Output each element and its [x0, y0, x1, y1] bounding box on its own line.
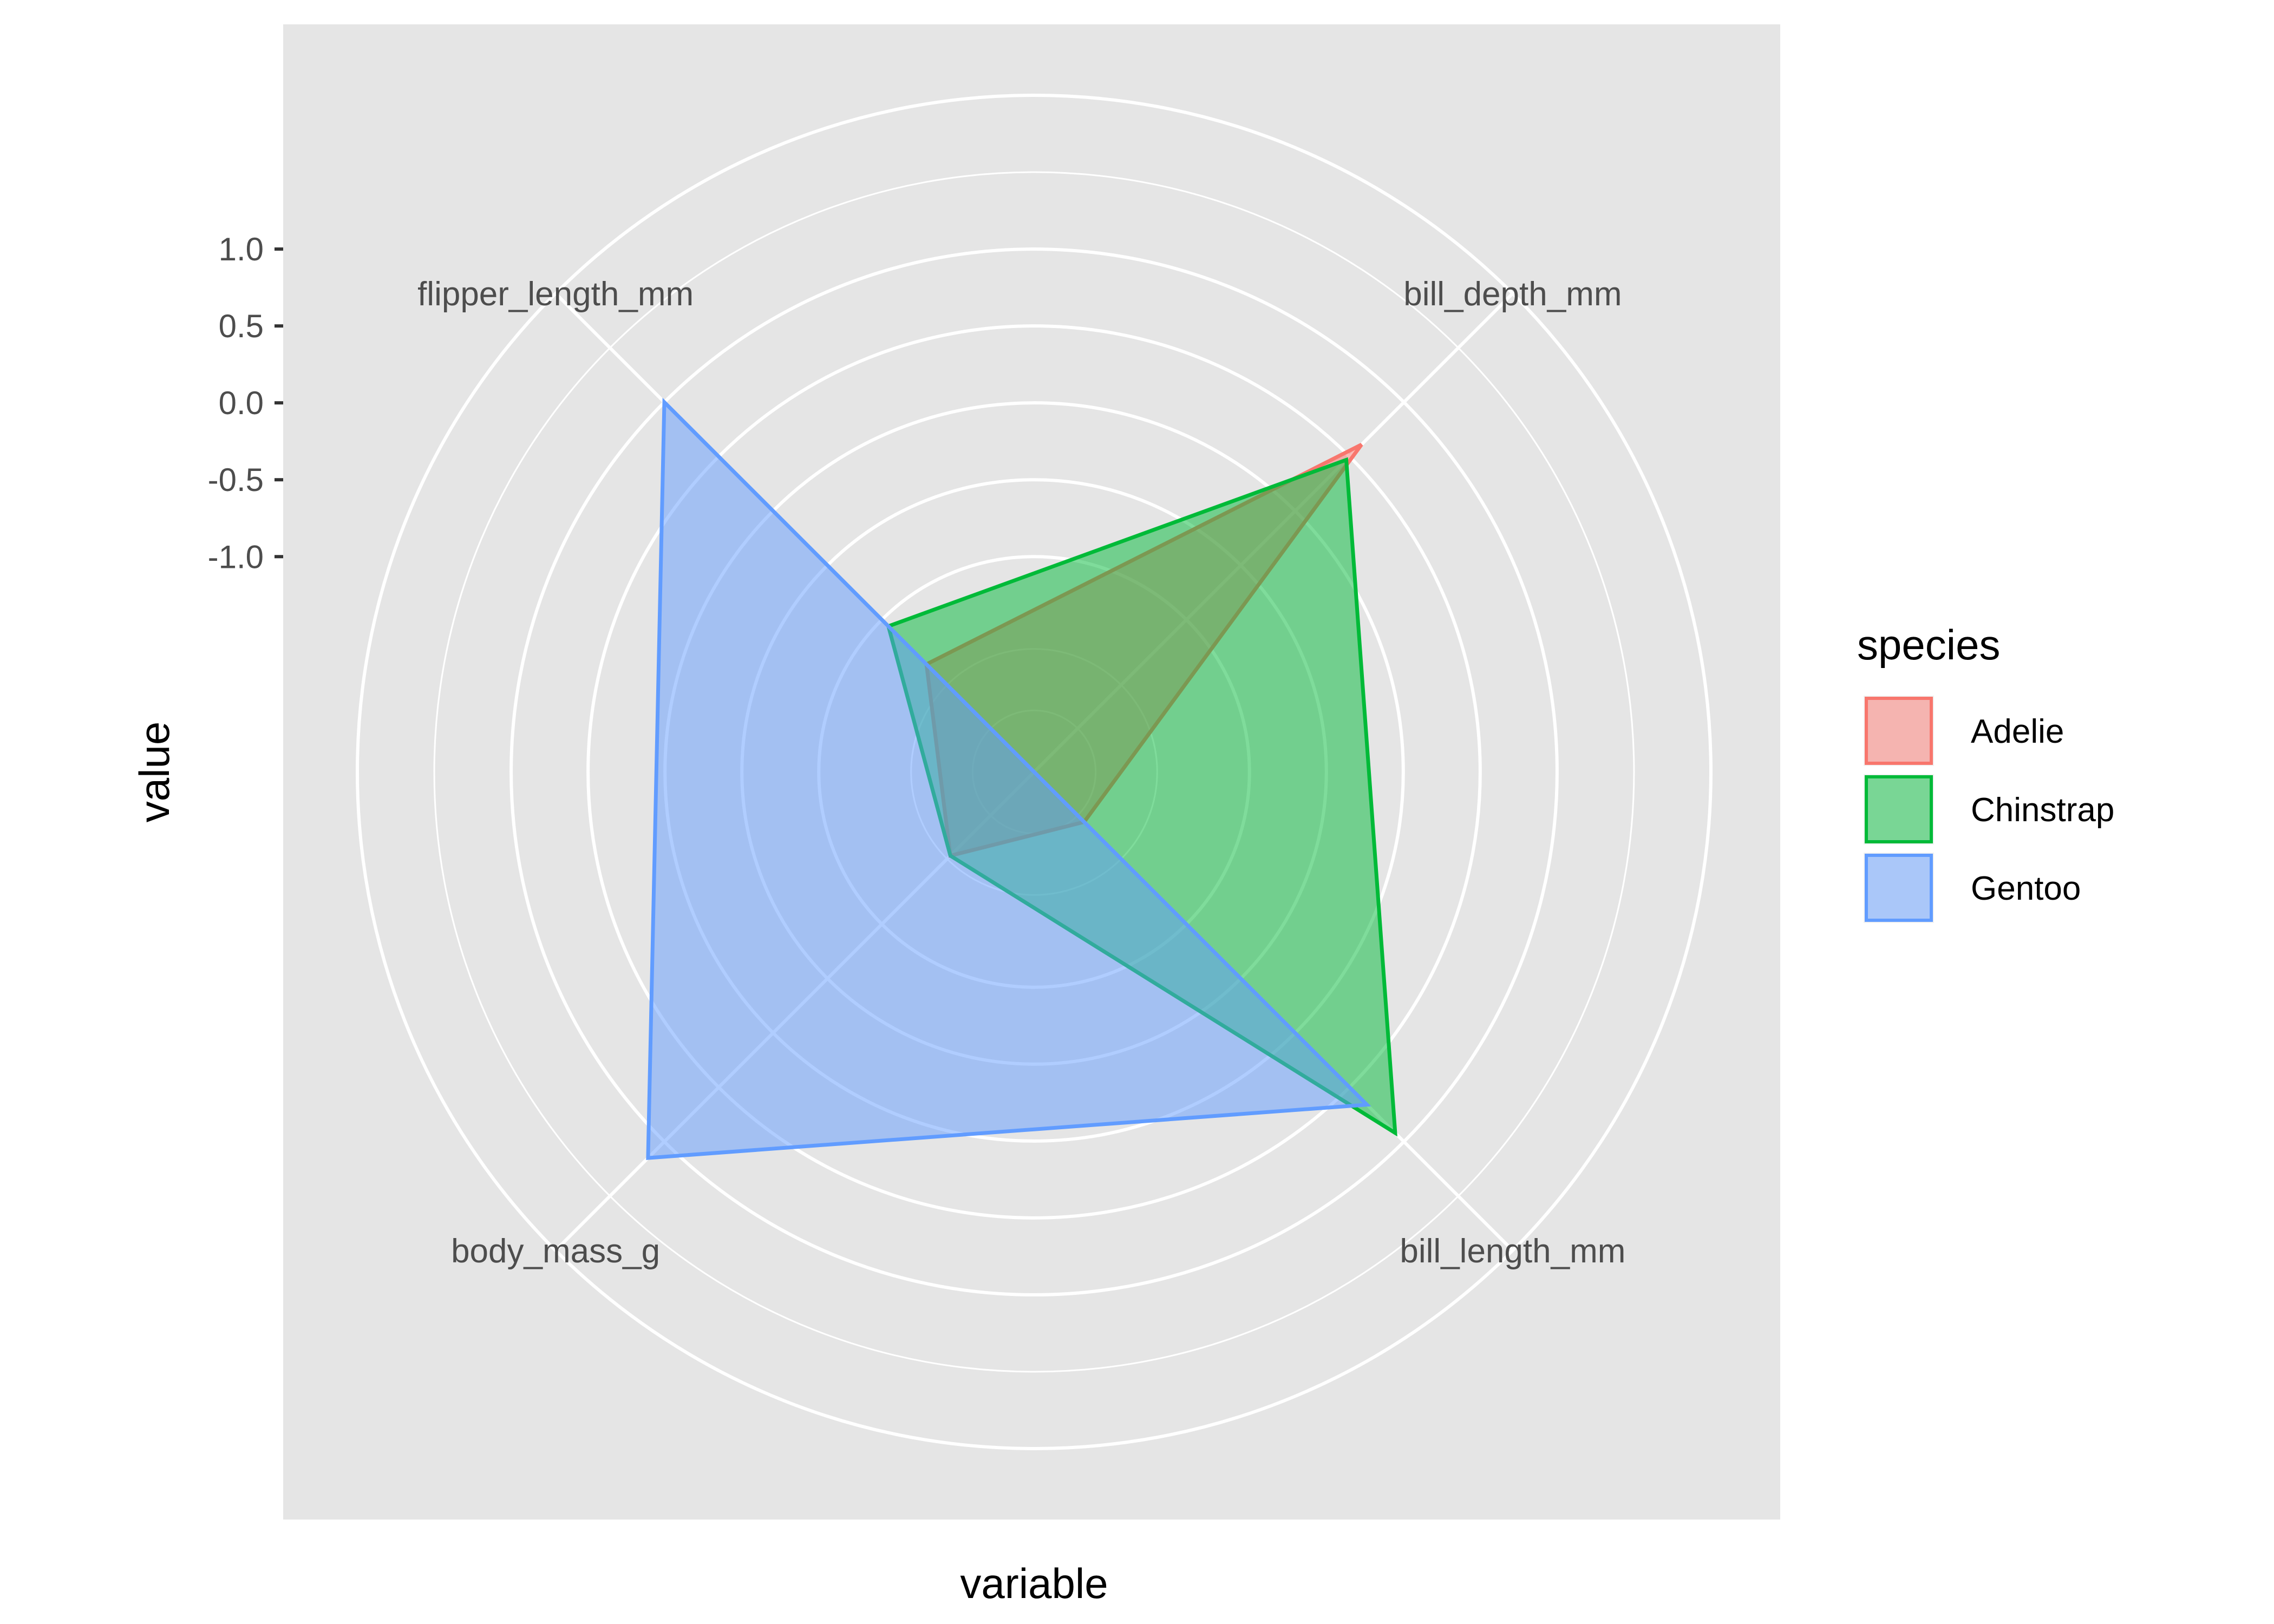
- grid-ring-outer: [356, 94, 1713, 1450]
- category-label-flipper_length_mm: flipper_length_mm: [417, 276, 694, 313]
- grid-ring: [586, 324, 1482, 1220]
- y-tick-label: 0.5: [219, 308, 264, 344]
- category-label-bill_length_mm: bill_length_mm: [1400, 1233, 1625, 1270]
- legend-key-chinstrap: [1865, 775, 1933, 843]
- legend-label-chinstrap: Chinstrap: [1971, 791, 2114, 829]
- legend-label-adelie: Adelie: [1971, 713, 2064, 750]
- y-axis-title: value: [130, 722, 178, 822]
- legend-title: species: [1857, 621, 2000, 669]
- y-axis: -1.0 -0.5 0.0 0.5 1.0: [208, 231, 283, 575]
- series-gentoo: [646, 397, 1371, 1160]
- series-layer: [646, 397, 1397, 1160]
- y-tick-label: 0.0: [219, 385, 264, 421]
- category-label-bill_depth_mm: bill_depth_mm: [1403, 276, 1622, 313]
- legend-key-gentoo: [1865, 854, 1933, 922]
- grid-ring: [509, 247, 1559, 1296]
- category-label-body_mass_g: body_mass_g: [451, 1233, 660, 1270]
- y-tick-label: 1.0: [219, 231, 264, 267]
- legend-label-gentoo: Gentoo: [1971, 870, 2081, 907]
- legend-key-adelie: [1865, 697, 1933, 765]
- category-labels: bill_depth_mm bill_length_mm body_mass_g fl…: [417, 276, 1625, 1270]
- y-tick-label: -1.0: [208, 539, 264, 575]
- legend: species Adelie Chinstrap Gentoo: [1857, 621, 2114, 923]
- x-axis-title: variable: [960, 1560, 1108, 1607]
- grid-ring: [433, 171, 1635, 1373]
- y-tick-label: -0.5: [208, 462, 264, 498]
